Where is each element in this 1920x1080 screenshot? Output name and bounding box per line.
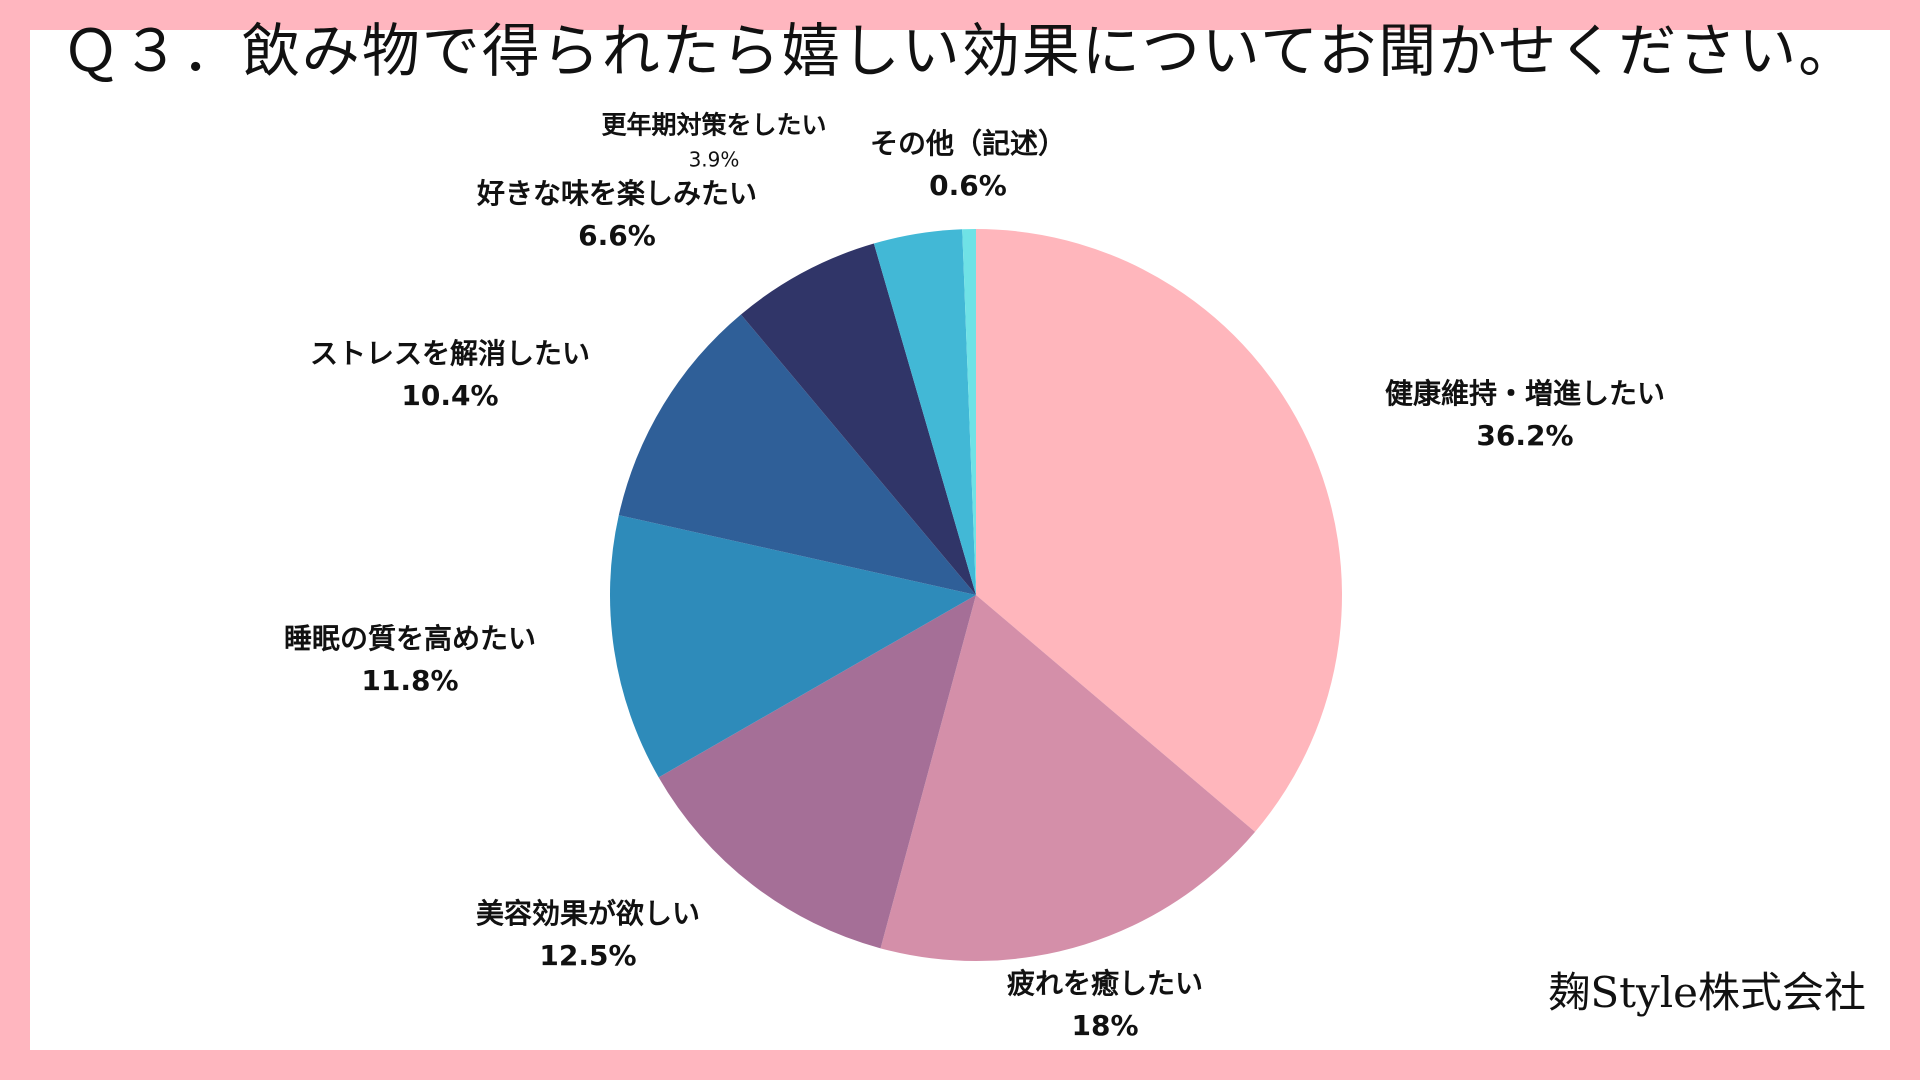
slice-value: 12.5% xyxy=(539,939,637,972)
slice-name: 健康維持・増進したい xyxy=(1384,377,1666,410)
pie-slice-6 xyxy=(740,243,976,595)
pie-slice-7 xyxy=(873,229,976,595)
pie-slice-1 xyxy=(976,229,1342,832)
slice-label-2: 疲れを癒したい 18% xyxy=(1007,963,1203,1047)
slice-value: 11.8% xyxy=(361,664,459,697)
slice-value: 6.6% xyxy=(578,219,656,252)
slice-value: 10.4% xyxy=(401,379,499,412)
slice-label-1: 健康維持・増進したい 36.2% xyxy=(1385,373,1665,457)
company-name: 麹Style株式会社 xyxy=(1548,968,1866,1017)
slice-name: 疲れを癒したい xyxy=(1006,967,1204,1000)
pie-slice-2 xyxy=(880,595,1256,961)
slice-label-3: 美容効果が欲しい 12.5% xyxy=(476,893,700,977)
slice-name: 更年期対策をしたい xyxy=(601,110,827,140)
slice-label-8: その他（記述） 0.6% xyxy=(870,123,1066,207)
slice-label-4: 睡眠の質を高めたい 11.8% xyxy=(284,618,536,702)
slice-name: 好きな味を楽しみたい xyxy=(476,177,758,210)
slice-label-7: 更年期対策をしたい 3.9% xyxy=(601,106,826,174)
slice-name: 睡眠の質を高めたい xyxy=(283,622,537,655)
slice-value: 3.9% xyxy=(688,146,740,171)
slice-value: 36.2% xyxy=(1476,419,1574,452)
slice-label-6: 好きな味を楽しみたい 6.6% xyxy=(477,173,757,257)
slice-value: 0.6% xyxy=(929,169,1007,202)
pie-slice-8 xyxy=(962,229,976,595)
slice-label-5: ストレスを解消したい 10.4% xyxy=(310,333,590,417)
pie-slice-5 xyxy=(618,314,976,595)
chart-title: Ｑ３．飲み物で得られたら嬉しい効果についてお聞かせください。 xyxy=(61,17,1859,85)
pie-slice-4 xyxy=(609,515,976,778)
slice-value: 18% xyxy=(1071,1009,1139,1042)
pie-slice-3 xyxy=(658,595,976,949)
slice-name: 美容効果が欲しい xyxy=(475,897,701,930)
slice-name: ストレスを解消したい xyxy=(309,337,591,370)
slice-name: その他（記述） xyxy=(869,127,1067,160)
